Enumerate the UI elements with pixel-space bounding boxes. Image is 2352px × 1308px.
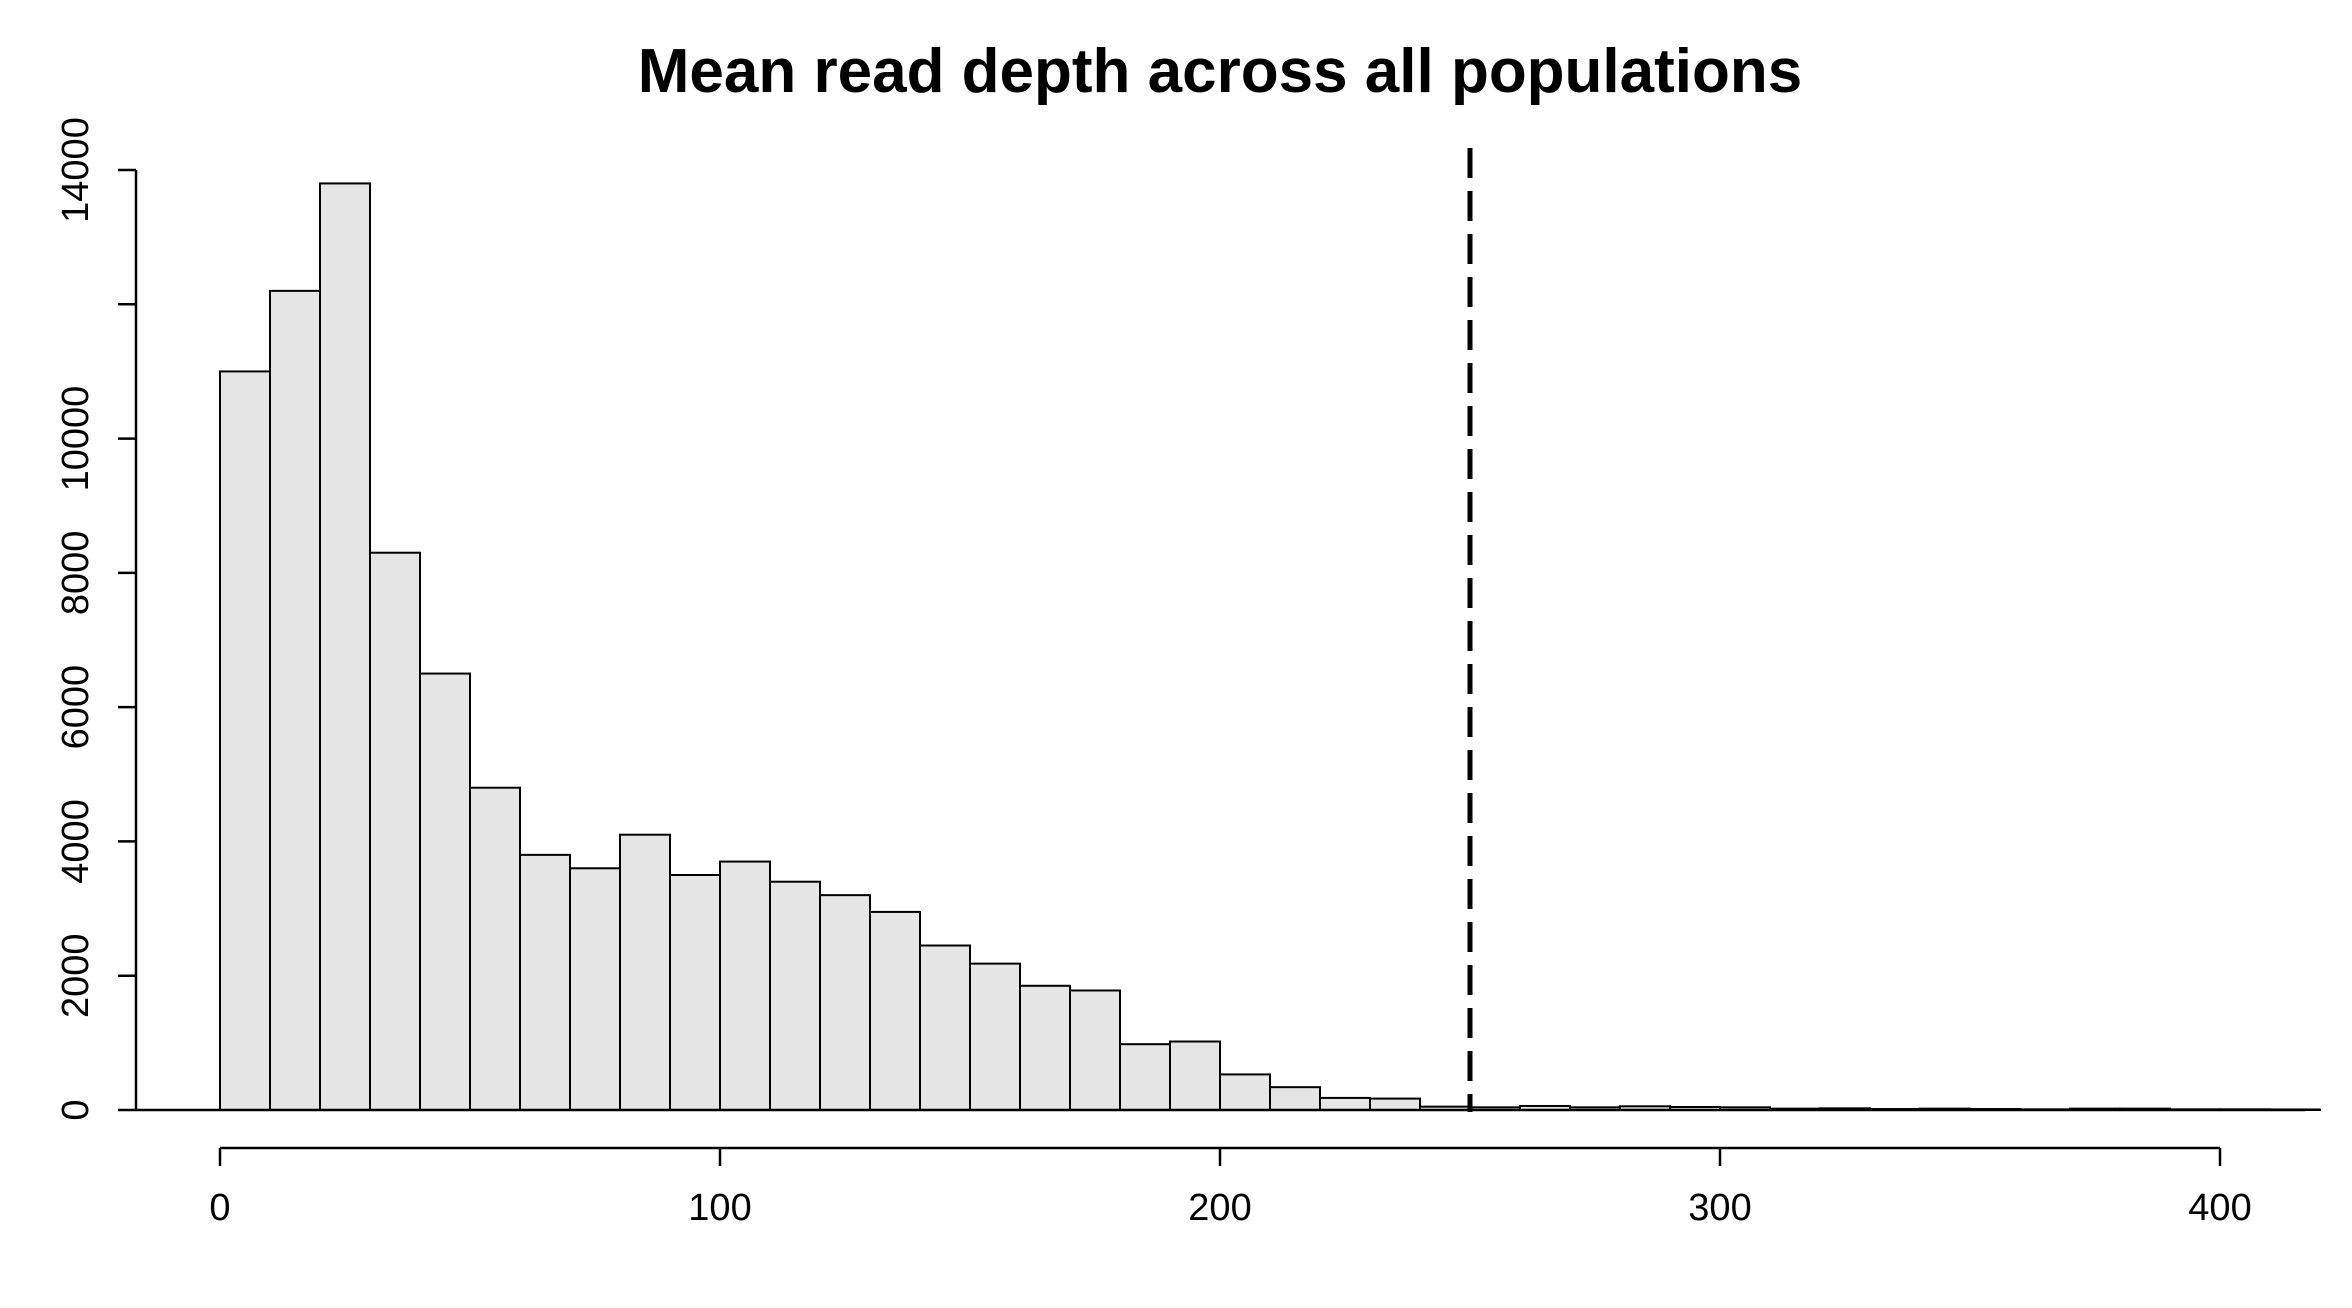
histogram-bar	[469, 786, 521, 1111]
histogram-bar	[619, 833, 671, 1111]
histogram-bar	[1069, 989, 1121, 1111]
bars-group	[219, 182, 2321, 1112]
y-tick-label: 2000	[55, 933, 97, 1018]
x-tick-label: 300	[1688, 1187, 1751, 1229]
histogram-bar	[819, 894, 871, 1112]
histogram-bar	[1269, 1086, 1321, 1111]
x-tick-label: 100	[688, 1187, 751, 1229]
y-axis: 0 2000 4000 6000 8000 10000 14000	[55, 117, 138, 1121]
y-tick-label: 14000	[55, 117, 97, 223]
histogram-bar	[519, 853, 571, 1111]
histogram-bar	[369, 551, 421, 1111]
y-tick-label: 6000	[55, 665, 97, 750]
x-tick-label: 400	[2188, 1187, 2251, 1229]
histogram-bar	[669, 874, 721, 1111]
histogram-bar	[1119, 1043, 1171, 1111]
x-axis: 0 100 200 300 400	[209, 1146, 2252, 1229]
y-tick-label: 0	[55, 1099, 97, 1120]
histogram-bar	[919, 944, 971, 1111]
histogram-bar	[219, 370, 271, 1111]
histogram-bar	[1369, 1097, 1421, 1111]
y-tick-label: 10000	[55, 386, 97, 492]
x-tick-label: 0	[209, 1187, 230, 1229]
y-tick-label: 4000	[55, 799, 97, 884]
x-tick-label: 200	[1188, 1187, 1251, 1229]
chart-title: Mean read depth across all populations	[638, 37, 1802, 106]
histogram-bar	[769, 880, 821, 1112]
histogram-bar	[1169, 1040, 1221, 1111]
y-tick-label: 8000	[55, 531, 97, 616]
histogram-bar	[1319, 1096, 1371, 1112]
histogram-bar	[569, 867, 621, 1111]
histogram-bar	[419, 672, 471, 1111]
histogram-bar	[869, 910, 921, 1112]
histogram-bar	[719, 860, 771, 1111]
histogram-bar	[319, 182, 371, 1111]
histogram-bar	[1219, 1073, 1271, 1112]
histogram-bar	[1019, 984, 1071, 1111]
histogram-bar	[269, 289, 321, 1112]
histogram-bar	[969, 962, 1021, 1112]
